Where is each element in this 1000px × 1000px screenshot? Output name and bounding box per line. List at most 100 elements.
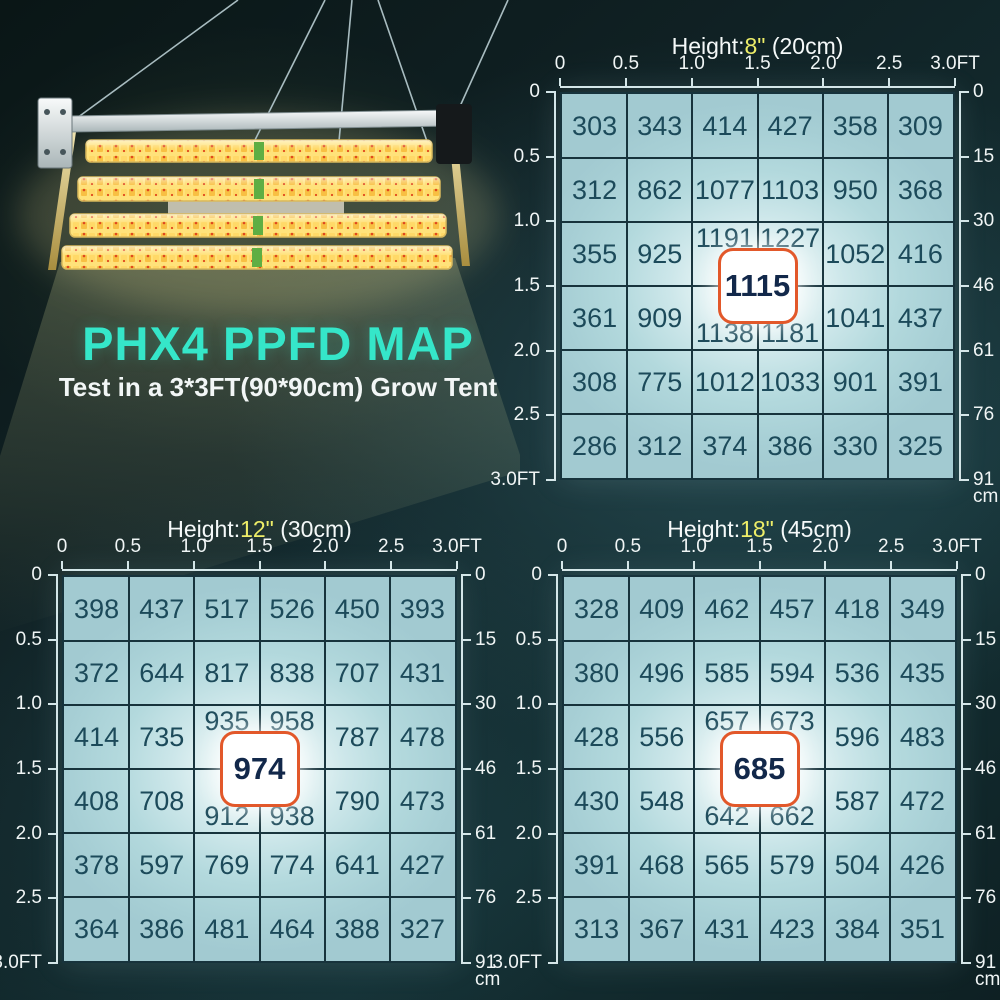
ppfd-cell: 313 bbox=[574, 913, 620, 944]
y-axis-left-tick-label: 2.5 bbox=[15, 887, 42, 909]
ppfd-cell: 355 bbox=[572, 238, 618, 269]
ppfd-cell: 386 bbox=[767, 430, 813, 461]
y-axis-right-tick-label: 61 bbox=[973, 339, 995, 361]
ppfd-cell: 450 bbox=[334, 593, 380, 624]
y-axis-left-tick-label: 3.0FT bbox=[490, 469, 540, 490]
ppfd-cell: 325 bbox=[897, 430, 943, 461]
y-axis-left-tick-label: 0.5 bbox=[15, 628, 42, 650]
ppfd-cell: 481 bbox=[204, 913, 250, 944]
ppfd-cell: 349 bbox=[899, 593, 945, 624]
ppfd-cell: 909 bbox=[637, 302, 683, 333]
map-title: Height:18" (45cm) bbox=[667, 516, 852, 542]
ppfd-cell: 1103 bbox=[761, 174, 820, 205]
y-axis-left-tick-label: 2.5 bbox=[515, 887, 542, 909]
y-axis-right-tick-label: 30 bbox=[475, 693, 497, 715]
ppfd-cell: 478 bbox=[399, 721, 445, 752]
height-value: 8" bbox=[744, 33, 766, 59]
ppfd-cell: 431 bbox=[704, 913, 750, 944]
ppfd-cell: 472 bbox=[899, 785, 945, 816]
x-axis-tick-label: 0.5 bbox=[114, 536, 142, 557]
y-axis-left-tick-label: 0.5 bbox=[515, 628, 542, 650]
ppfd-grid: 1115 303 343 414 427 358 309 312 862 1077 1103 950… bbox=[560, 92, 955, 480]
x-axis-tick-label: 2.0 bbox=[812, 536, 839, 557]
unit-label: cm bbox=[975, 969, 1000, 990]
y-axis-left: 0 0.5 1.0 1.5 2.0 2.5 3.0FT bbox=[0, 564, 62, 973]
ppfd-cell: 536 bbox=[834, 657, 880, 688]
center-value-badge: 1115 bbox=[717, 248, 798, 324]
x-axis-tick-label: 3.0FT bbox=[932, 536, 982, 557]
y-axis-right-tick-label: 61 bbox=[475, 822, 497, 844]
x-axis: 0 0.5 1.0 1.5 2.0 2.5 3.0FT bbox=[555, 52, 980, 92]
x-axis-tick-label: 1.5 bbox=[744, 53, 771, 74]
y-axis-left: 0 0.5 1.0 1.5 2.0 2.5 3.0FT bbox=[492, 564, 562, 973]
x-axis-tick-label: 1.5 bbox=[746, 536, 773, 557]
height-value: 12" bbox=[240, 516, 274, 542]
ppfd-cell: 526 bbox=[269, 593, 315, 624]
x-axis-tick-label: 1.0 bbox=[180, 536, 207, 557]
ppfd-cell: 374 bbox=[702, 430, 748, 461]
ppfd-cell: 925 bbox=[637, 238, 683, 269]
ppfd-cell: 391 bbox=[574, 849, 620, 880]
ppfd-cell: 1041 bbox=[825, 302, 886, 333]
ppfd-cell: 457 bbox=[769, 593, 815, 624]
y-axis-right-tick-label: 61 bbox=[975, 822, 997, 844]
product-title: PHX4 PPFD MAP bbox=[82, 317, 474, 370]
y-axis-right-tick-label: 91 bbox=[975, 952, 997, 973]
y-axis-left-tick-label: 2.0 bbox=[515, 822, 542, 844]
map-title: Height:8" (20cm) bbox=[671, 33, 844, 59]
x-axis-tick-label: 1.5 bbox=[246, 536, 273, 557]
y-axis-right-tick-label: 15 bbox=[475, 628, 497, 650]
ppfd-cell: 286 bbox=[572, 430, 618, 461]
ppfd-grid: 974 398 437 517 526 450 393 372 644 817 838 707 431… bbox=[62, 575, 457, 963]
ppfd-cell: 579 bbox=[769, 849, 815, 880]
y-axis-right-tick-label: 76 bbox=[973, 404, 995, 426]
ppfd-cell: 504 bbox=[834, 849, 880, 880]
ppfd-cell: 548 bbox=[639, 785, 685, 816]
x-axis-tick-label: 1.0 bbox=[680, 536, 707, 557]
x-axis-tick-label: 2.5 bbox=[377, 536, 405, 557]
ppfd-cell: 707 bbox=[334, 657, 380, 688]
ppfd-cell: 1077 bbox=[694, 174, 755, 205]
x-axis-tick-label: 0 bbox=[56, 536, 68, 557]
x-axis: 0 0.5 1.0 1.5 2.0 2.5 3.0FT bbox=[557, 535, 982, 575]
ppfd-cell: 708 bbox=[139, 785, 185, 816]
ppfd-cell: 343 bbox=[637, 110, 683, 141]
ppfd-cell: 565 bbox=[704, 849, 750, 880]
y-axis-right-tick-label: 0 bbox=[973, 81, 984, 102]
ppfd-cell: 364 bbox=[74, 913, 120, 944]
ppfd-cell: 380 bbox=[574, 657, 620, 688]
y-axis-left: 0 0.5 1.0 1.5 2.0 2.5 3.0FT bbox=[490, 81, 560, 490]
x-axis-tick-label: 0.5 bbox=[612, 53, 640, 74]
ppfd-map-height-18in: Height:18" (45cm) 0 0.5 1.0 1.5 2.0 2.5 3.0FT … bbox=[492, 516, 1000, 990]
y-axis-right-tick-label: 76 bbox=[475, 887, 497, 909]
test-condition-subtitle: Test in a 3*3FT(90*90cm) Grow Tent bbox=[58, 372, 498, 402]
ppfd-cell: 437 bbox=[897, 302, 943, 333]
ppfd-cell: 386 bbox=[139, 913, 185, 944]
ppfd-cell: 435 bbox=[899, 657, 945, 688]
y-axis-right: cm 0 15 30 46 61 76 91 bbox=[955, 81, 1000, 507]
y-axis-right: cm 0 15 30 46 61 76 91 bbox=[457, 564, 517, 990]
ppfd-cell: 414 bbox=[74, 721, 120, 752]
ppfd-cell: 437 bbox=[139, 593, 185, 624]
ppfd-cell: 1012 bbox=[694, 366, 755, 397]
ppfd-cell: 735 bbox=[139, 721, 185, 752]
x-axis-tick-label: 0 bbox=[556, 536, 568, 557]
ppfd-cell: 1033 bbox=[760, 366, 821, 397]
ppfd-cell: 838 bbox=[269, 657, 315, 688]
y-axis-right-tick-label: 0 bbox=[975, 564, 986, 585]
ppfd-cell: 790 bbox=[334, 785, 380, 816]
x-axis-tick-label: 1.0 bbox=[678, 53, 705, 74]
y-axis-right-tick-label: 30 bbox=[975, 693, 997, 715]
ppfd-cell: 418 bbox=[834, 593, 880, 624]
x-axis-tick-label: 2.0 bbox=[810, 53, 837, 74]
ppfd-cell: 431 bbox=[399, 657, 445, 688]
ppfd-cell: 1052 bbox=[825, 238, 886, 269]
y-axis-right-tick-label: 91 bbox=[475, 952, 497, 973]
ppfd-cell: 367 bbox=[639, 913, 685, 944]
ppfd-cell: 817 bbox=[204, 657, 250, 688]
ppfd-cell: 388 bbox=[334, 913, 380, 944]
ppfd-cell: 462 bbox=[704, 593, 750, 624]
ppfd-grid: 685 328 409 462 457 418 349 380 496 585 594 536 435… bbox=[562, 575, 957, 963]
y-axis-right-tick-label: 30 bbox=[973, 210, 995, 232]
